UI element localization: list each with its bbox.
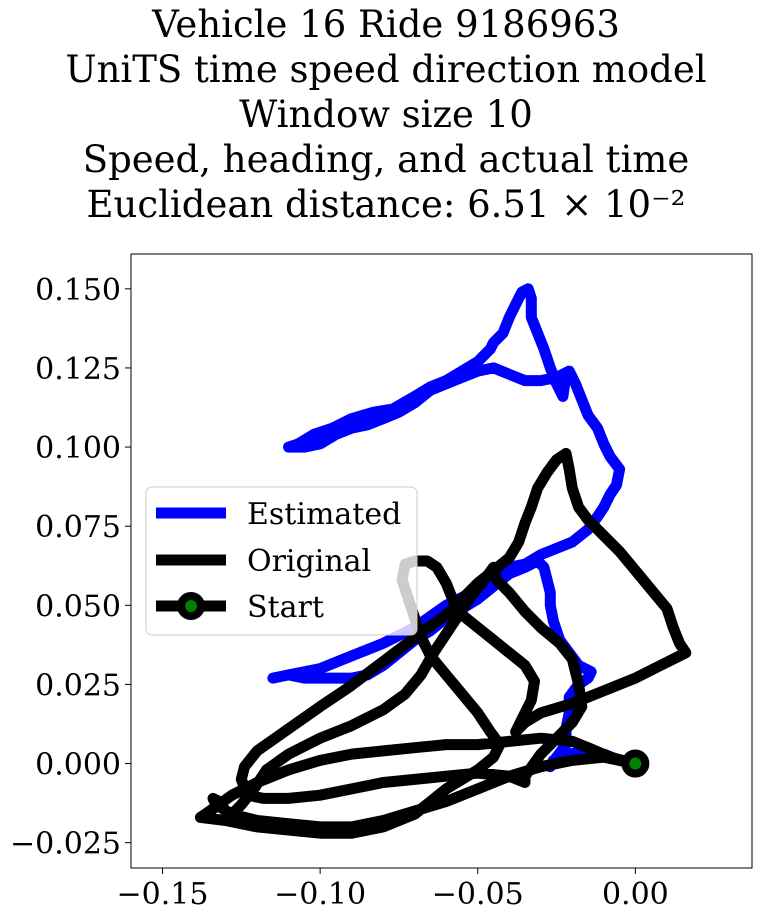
- x-tick-label: −0.05: [432, 877, 524, 912]
- x-tick-label: 0.00: [602, 877, 669, 912]
- title-line-3: Window size 10: [239, 93, 533, 136]
- y-tick-label: 0.125: [35, 352, 121, 387]
- y-tick-label: 0.000: [35, 748, 121, 783]
- title-line-1: Vehicle 16 Ride 9186963: [152, 3, 620, 46]
- legend-box: [145, 486, 418, 636]
- x-axis: −0.15 −0.10 −0.05 0.00: [117, 868, 669, 912]
- plot-area-frame: [130, 253, 753, 869]
- start-marker: [621, 749, 650, 778]
- series-layer: [194, 283, 692, 839]
- y-tick-label: 0.075: [35, 510, 121, 545]
- y-tick-label: −0.025: [10, 827, 121, 862]
- legend-label-estimated: Estimated: [247, 497, 401, 532]
- y-axis: −0.025 0.000 0.025 0.050 0.075 0.100 0.125 0.15…: [10, 273, 131, 862]
- title-line-2: UniTS time speed direction model: [65, 48, 707, 91]
- series-line-original: [194, 447, 692, 839]
- chart-title: Vehicle 16 Ride 9186963 UniTS time speed…: [0, 2, 772, 227]
- y-tick-label: 0.100: [35, 431, 121, 466]
- title-line-4: Speed, heading, and actual time: [82, 138, 690, 181]
- y-tick-label: 0.150: [35, 273, 121, 308]
- y-tick-label: 0.025: [35, 668, 121, 703]
- legend: Estimated Original Start: [145, 486, 418, 636]
- legend-label-start: Start: [247, 590, 324, 625]
- legend-marker-start: [177, 592, 205, 620]
- series-line-estimated: [267, 283, 641, 773]
- title-line-5: Euclidean distance: 6.51 × 10⁻²: [86, 183, 686, 226]
- x-tick-label: −0.15: [117, 877, 209, 912]
- x-tick-label: −0.10: [274, 877, 366, 912]
- legend-label-original: Original: [247, 544, 371, 579]
- y-tick-label: 0.050: [35, 589, 121, 624]
